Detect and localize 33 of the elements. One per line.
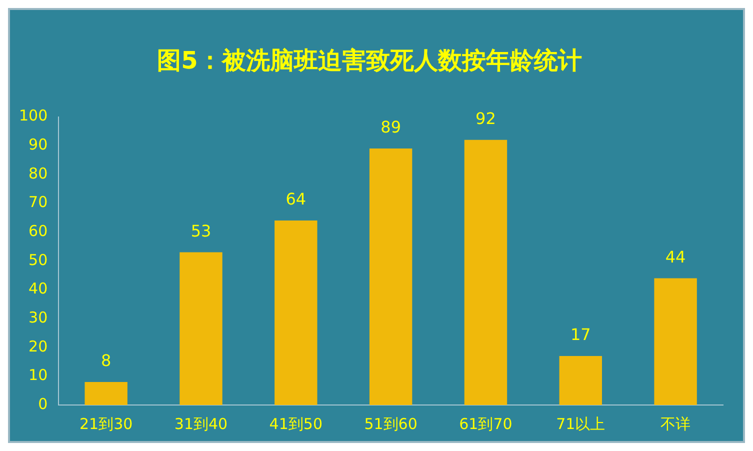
y-tick-label: 10 [28, 366, 48, 384]
data-label: 44 [665, 247, 686, 266]
data-label: 53 [190, 221, 212, 240]
bar [369, 148, 412, 405]
bar [464, 140, 508, 405]
bar [559, 356, 602, 405]
y-tick-label: 0 [38, 394, 48, 413]
bar [274, 220, 318, 405]
y-tick-label: 100 [18, 106, 48, 125]
data-label: 17 [570, 325, 591, 344]
x-tick-label: 71以上 [556, 414, 606, 433]
y-tick-label: 80 [28, 164, 48, 182]
data-label: 8 [100, 351, 112, 370]
x-tick-label: 51到60 [364, 414, 418, 433]
y-tick-label: 30 [28, 308, 48, 326]
y-tick-label: 20 [28, 337, 48, 356]
x-tick-label: 41到50 [269, 414, 322, 433]
x-tick-label: 61到70 [459, 414, 512, 433]
x-tick-label: 不详 [660, 414, 691, 433]
data-label: 64 [286, 190, 306, 209]
bar [84, 382, 128, 405]
y-tick-label: 40 [28, 280, 48, 298]
y-tick-label: 90 [28, 136, 48, 154]
data-label: 89 [380, 118, 401, 137]
bar [654, 278, 697, 405]
bar [180, 252, 222, 405]
y-tick-label: 70 [28, 193, 48, 212]
y-tick-label: 50 [28, 250, 48, 269]
y-tick-label: 60 [28, 222, 48, 240]
x-tick-label: 21到30 [79, 414, 133, 433]
chart-title: 图5：被洗脑班迫害致死人数按年龄统计 [157, 46, 582, 75]
x-tick-label: 31到40 [174, 414, 228, 433]
data-label: 92 [476, 109, 496, 128]
